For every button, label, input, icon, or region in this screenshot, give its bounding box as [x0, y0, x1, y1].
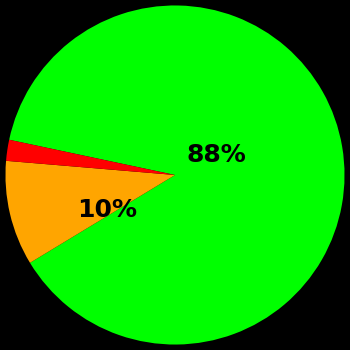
Wedge shape — [9, 6, 344, 344]
Wedge shape — [6, 140, 175, 175]
Wedge shape — [6, 161, 175, 263]
Text: 88%: 88% — [187, 143, 246, 167]
Text: 10%: 10% — [77, 198, 137, 222]
